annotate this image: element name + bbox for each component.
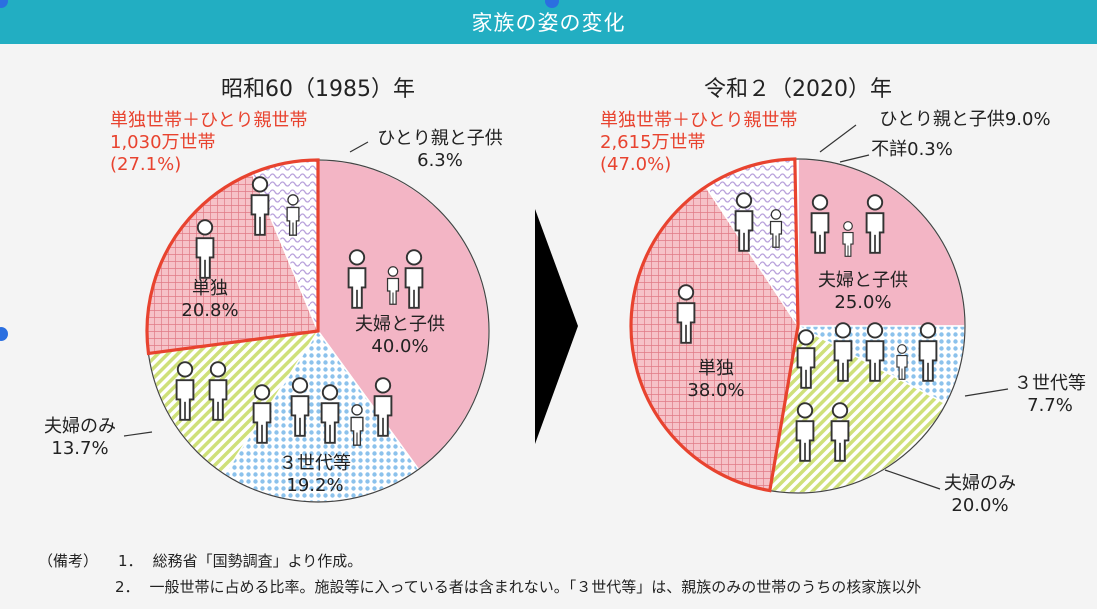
slice-value: 40.0%: [371, 336, 428, 357]
resize-handle-left[interactable]: [0, 327, 8, 341]
slice-label: 夫婦のみ: [944, 473, 1016, 494]
transition-arrow: [535, 209, 578, 444]
slice-label: 夫婦と子供: [355, 314, 445, 335]
notes-prefix: （備考）: [38, 552, 99, 570]
leader-line: [964, 388, 1009, 397]
highlight-outline: [629, 157, 800, 493]
slice-value: 19.2%: [286, 475, 343, 496]
leader-line: [839, 154, 870, 163]
slice-label: 夫婦と子供: [818, 270, 908, 291]
slice-value: 38.0%: [687, 380, 744, 401]
leader-line: [884, 469, 941, 490]
slice-value: 20.0%: [951, 495, 1008, 516]
highlight-text: 単独世帯＋ひとり親世帯: [600, 110, 797, 131]
leader-line: [123, 431, 153, 437]
slice-value: 7.7%: [1027, 395, 1073, 416]
chart-title: 令和２（2020）年: [704, 77, 892, 102]
slice-label: 単独: [698, 358, 734, 379]
note-num: 2．: [115, 578, 140, 596]
slice-label: ひとり親と子供9.0%: [879, 109, 1050, 130]
slice-label: 単独: [192, 278, 228, 299]
note-row-2: 2． 一般世帯に占める比率。施設等に入っている者は含まれない。「３世代等」は、親…: [38, 574, 1097, 600]
highlight-text: (47.0%): [600, 154, 671, 175]
notes: （備考） 1． 総務省「国勢調査」より作成。 2． 一般世帯に占める比率。施設等…: [38, 548, 1097, 600]
highlight-text: 単独世帯＋ひとり親世帯: [110, 110, 307, 131]
resize-handle-top[interactable]: [545, 0, 559, 8]
highlight-text: (27.1%): [110, 154, 181, 175]
slice-label: 夫婦のみ: [44, 416, 116, 437]
page-title: 家族の姿の変化: [471, 11, 626, 35]
resize-handle-top-left[interactable]: [0, 0, 8, 8]
slice-value: 25.0%: [834, 292, 891, 313]
slice-label: 不詳0.3%: [871, 139, 953, 160]
note-text: 一般世帯に占める比率。施設等に入っている者は含まれない。「３世代等」は、親族のみ…: [149, 578, 922, 596]
note-num: 1．: [118, 552, 143, 570]
slice-value: 20.8%: [181, 300, 238, 321]
pie-charts: 昭和60（1985）年単独世帯＋ひとり親世帯1,030万世帯(27.1%)夫婦と…: [44, 77, 1086, 516]
chart-area: 昭和60（1985）年 単独世帯＋ひとり親世帯 1,030万世帯 (27.1%) 夫婦と…: [0, 44, 1097, 544]
note-row-1: （備考） 1． 総務省「国勢調査」より作成。: [38, 548, 1097, 574]
highlight-outline: [145, 158, 320, 356]
leader-line: [349, 141, 369, 153]
slice-label: ３世代等: [1014, 373, 1086, 394]
slice-label: ひとり親と子供: [377, 128, 502, 149]
highlight-text: 1,030万世帯: [110, 132, 216, 153]
leader-line: [819, 124, 857, 153]
note-text: 総務省「国勢調査」より作成。: [152, 552, 363, 570]
slice-value: 13.7%: [51, 438, 108, 459]
slice-value: 6.3%: [417, 150, 463, 171]
slice-label: ３世代等: [279, 453, 351, 474]
chart-title: 昭和60（1985）年: [221, 77, 415, 102]
highlight-text: 2,615万世帯: [600, 132, 706, 153]
